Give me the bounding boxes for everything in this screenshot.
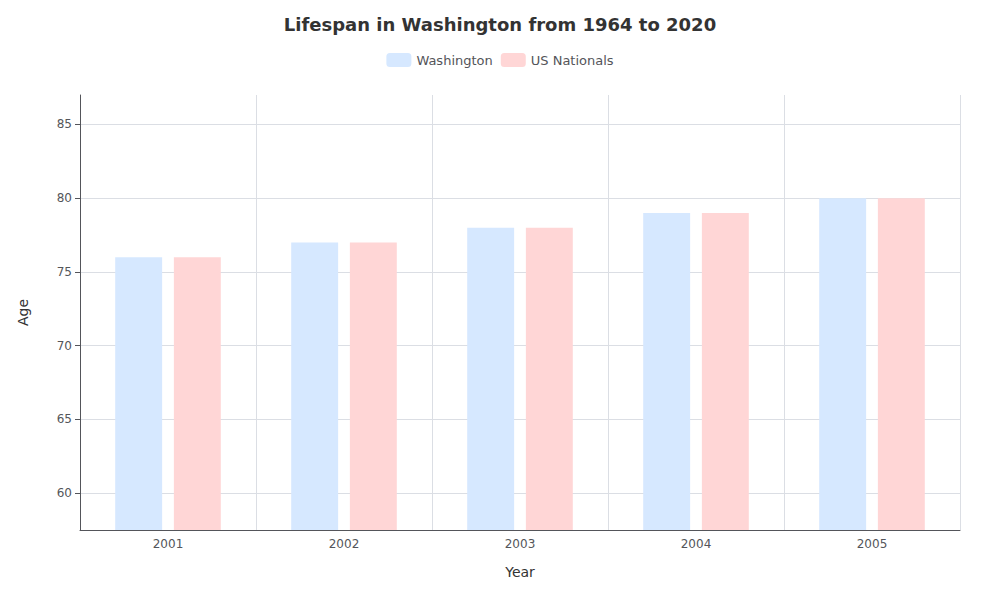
svg-text:80: 80 bbox=[57, 191, 72, 205]
svg-text:2002: 2002 bbox=[329, 537, 360, 551]
svg-text:2003: 2003 bbox=[505, 537, 536, 551]
svg-text:75: 75 bbox=[57, 265, 72, 279]
svg-text:2001: 2001 bbox=[153, 537, 184, 551]
svg-text:70: 70 bbox=[57, 339, 72, 353]
svg-text:2005: 2005 bbox=[857, 537, 888, 551]
svg-text:85: 85 bbox=[57, 117, 72, 131]
svg-text:60: 60 bbox=[57, 486, 72, 500]
svg-text:2004: 2004 bbox=[681, 537, 712, 551]
svg-text:Lifespan in Washington from 19: Lifespan in Washington from 1964 to 2020 bbox=[284, 14, 716, 35]
svg-text:Year: Year bbox=[504, 564, 535, 580]
svg-text:65: 65 bbox=[57, 412, 72, 426]
svg-text:Washington: Washington bbox=[416, 53, 492, 68]
svg-text:Age: Age bbox=[15, 299, 31, 326]
svg-text:US Nationals: US Nationals bbox=[531, 53, 614, 68]
